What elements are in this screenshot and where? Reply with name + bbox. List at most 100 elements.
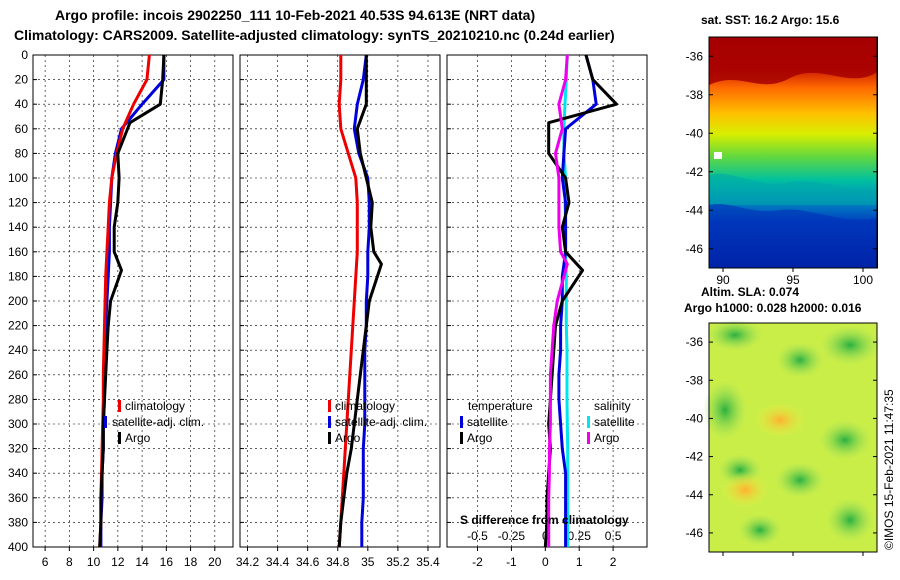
y-tick-label: 60 xyxy=(15,122,29,136)
legend-swatch-climatology xyxy=(328,400,331,412)
y-tick-label: 320 xyxy=(8,442,28,456)
x-tick-label: 35 xyxy=(361,555,375,569)
x-tick-label: 6 xyxy=(42,555,49,569)
lat-tick-label: -44 xyxy=(686,488,704,502)
legend-label-climatology: climatology xyxy=(125,399,185,413)
legend-label-climatology: climatology xyxy=(335,399,395,413)
legend-swatch-temp-satellite xyxy=(460,416,463,428)
x-tick-label: 1 xyxy=(576,555,583,569)
lat-tick-label: -38 xyxy=(686,373,704,387)
x-tick-label: 34.6 xyxy=(296,555,320,569)
legend-label-temp-satellite: satellite xyxy=(467,415,508,429)
legend-swatch-sal-argo xyxy=(587,432,590,444)
x-tick-label: 8 xyxy=(66,555,73,569)
y-tick-label: 220 xyxy=(8,319,28,333)
lat-tick-label: -40 xyxy=(686,126,704,140)
legend-title-salinity: salinity xyxy=(594,399,631,413)
series-line-salinity-argo xyxy=(547,54,569,547)
y-tick-label: 280 xyxy=(8,392,28,406)
sla-map-title-2: Argo h1000: 0.028 h2000: 0.016 xyxy=(684,301,862,315)
x-tick-label: 14 xyxy=(135,555,149,569)
legend-swatch-climatology xyxy=(118,400,121,412)
legend-swatch-temp-argo xyxy=(460,432,463,444)
title-line-1: Argo profile: incois 2902250_111 10-Feb-… xyxy=(55,7,535,23)
sla-map-title-1: Altim. SLA: 0.074 xyxy=(701,285,799,299)
y-tick-label: 120 xyxy=(8,196,28,210)
title-line-2: Climatology: CARS2009. Satellite-adjuste… xyxy=(14,27,615,43)
y-tick-label: 380 xyxy=(8,515,28,529)
lat-tick-label: -42 xyxy=(686,165,704,179)
lat-tick-label: -44 xyxy=(686,203,704,217)
salinity-difference-axis-label: S difference from climatology xyxy=(460,513,629,527)
legend-label-satellite: satellite-adj. clim. xyxy=(112,415,204,429)
x-tick-label: 2 xyxy=(610,555,617,569)
difference-panel: -2 -1 0 1 2-0.5 -0.25 0 0.25 0.5 xyxy=(446,54,648,569)
y-tick-label: 80 xyxy=(15,146,29,160)
series-line-satellite-adj-clim- xyxy=(352,54,371,547)
series-line-argo xyxy=(98,54,166,548)
y-tick-label: 20 xyxy=(15,73,29,87)
salinity-panel: 34.2 34.4 34.6 34.8 35 35.2 35.4 xyxy=(236,54,441,569)
x-tick-label: 35.2 xyxy=(386,555,410,569)
series-line-argo xyxy=(337,55,383,548)
x2-tick-label: 0.5 xyxy=(605,529,622,543)
lon-tick-label: 100 xyxy=(853,273,873,287)
lat-tick-label: -36 xyxy=(686,49,704,63)
y-tick-label: 400 xyxy=(8,540,28,554)
legend-swatch-satellite xyxy=(104,416,107,428)
y-tick-label: 300 xyxy=(8,417,28,431)
lat-tick-label: -46 xyxy=(686,526,704,540)
imos-footer: ©IMOS 15-Feb-2021 11:47:35 xyxy=(882,389,896,550)
temperature-legend: climatology satellite-adj. clim. Argo xyxy=(104,399,204,445)
x-tick-label: 18 xyxy=(184,555,198,569)
legend-swatch-satellite xyxy=(328,416,331,428)
x-tick-label: -1 xyxy=(506,555,517,569)
y-tick-label: 140 xyxy=(8,220,28,234)
legend-label-temp-argo: Argo xyxy=(467,431,493,445)
salinity-legend: climatology satellite-adj. clim. Argo xyxy=(328,399,427,445)
legend-swatch-argo xyxy=(118,432,121,444)
legend-label-sal-argo: Argo xyxy=(594,431,620,445)
legend-swatch-argo xyxy=(328,432,331,444)
difference-legend: temperature satellite Argo salinity sate… xyxy=(460,399,635,445)
lat-tick-label: -42 xyxy=(686,450,704,464)
sst-map-axes: -36 -38 -40 -42 -44 -46 90 95 100 xyxy=(686,49,877,287)
y-tick-label: 360 xyxy=(8,491,28,505)
x-tick-label: 0 xyxy=(542,555,549,569)
x2-tick-label: -0.5 xyxy=(467,529,488,543)
x2-tick-label: 0.25 xyxy=(568,529,592,543)
lon-tick-label: 90 xyxy=(716,273,730,287)
x2-tick-label: -0.25 xyxy=(498,529,526,543)
lat-tick-label: -40 xyxy=(686,411,704,425)
x-tick-label: -2 xyxy=(472,555,483,569)
y-tick-label: 160 xyxy=(8,245,28,259)
lat-tick-label: -36 xyxy=(686,335,704,349)
legend-label-argo: Argo xyxy=(335,431,361,445)
y-tick-label: 180 xyxy=(8,269,28,283)
y-tick-label: 340 xyxy=(8,466,28,480)
y-tick-label: 40 xyxy=(15,97,29,111)
temperature-panel: 6 8 10 12 14 16 18 2002040608010012014016018020… xyxy=(8,48,234,569)
y-tick-label: 240 xyxy=(8,343,28,357)
x-tick-label: 16 xyxy=(160,555,174,569)
argo-position-marker xyxy=(714,152,722,159)
sst-map-title: sat. SST: 16.2 Argo: 15.6 xyxy=(701,13,840,27)
x-tick-label: 34.8 xyxy=(326,555,350,569)
y-tick-label: 0 xyxy=(21,48,28,62)
x-tick-label: 34.2 xyxy=(236,555,260,569)
legend-label-argo: Argo xyxy=(125,431,151,445)
sla-map xyxy=(703,319,880,553)
sst-map xyxy=(708,36,878,269)
series-line-climatology xyxy=(337,55,359,548)
y-tick-label: 100 xyxy=(8,171,28,185)
lat-tick-label: -46 xyxy=(686,242,704,256)
lon-tick-label: 95 xyxy=(786,273,800,287)
x-tick-label: 10 xyxy=(87,555,101,569)
legend-label-satellite: satellite-adj. clim. xyxy=(335,415,427,429)
legend-label-sal-satellite: satellite xyxy=(594,415,635,429)
x-tick-label: 34.4 xyxy=(266,555,290,569)
legend-swatch-sal-satellite xyxy=(587,416,590,428)
sla-map-axes: -36 -38 -40 -42 -44 -46 xyxy=(686,335,877,556)
y-tick-label: 260 xyxy=(8,368,28,382)
